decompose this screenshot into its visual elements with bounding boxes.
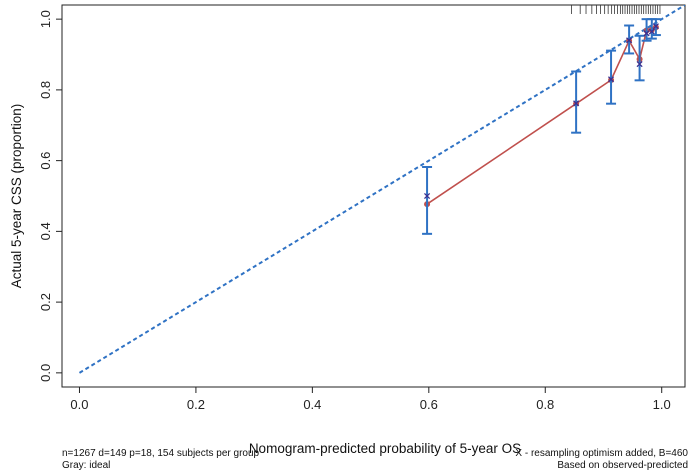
x-tick-label: 0.8 bbox=[536, 397, 554, 412]
note-observed-predicted: Based on observed-predicted bbox=[557, 460, 688, 471]
bias-corrected-marker bbox=[643, 30, 650, 37]
x-axis-title: Nomogram-predicted probability of 5-year… bbox=[249, 441, 521, 456]
note-sample-size: n=1267 d=149 p=18, 154 subjects per grou… bbox=[62, 448, 260, 459]
x-tick-label: 1.0 bbox=[653, 397, 671, 412]
note-resampling: X - resampling optimism added, B=460 bbox=[515, 448, 688, 459]
y-tick-label: 0.6 bbox=[38, 152, 53, 170]
ideal-line bbox=[78, 5, 685, 374]
bias-corrected-marker bbox=[636, 61, 643, 68]
y-tick-label: 0.2 bbox=[38, 293, 53, 311]
y-axis-title: Actual 5-year CSS (proportion) bbox=[9, 104, 24, 289]
bias-corrected-marker bbox=[626, 37, 633, 44]
plot-frame bbox=[61, 4, 686, 388]
y-tick-label: 1.0 bbox=[38, 10, 53, 28]
x-tick-label: 0.2 bbox=[187, 397, 205, 412]
x-tick-label: 0.6 bbox=[420, 397, 438, 412]
bias-corrected-marker bbox=[652, 23, 659, 30]
y-tick-label: 0.0 bbox=[38, 364, 53, 382]
y-tick-label: 0.4 bbox=[38, 222, 53, 240]
y-tick-label: 0.8 bbox=[38, 81, 53, 99]
bias-corrected-marker bbox=[607, 76, 615, 83]
bias-corrected-marker bbox=[424, 192, 431, 200]
bias-corrected-marker bbox=[573, 100, 580, 107]
x-tick-label: 0.4 bbox=[303, 397, 321, 412]
note-gray-ideal: Gray: ideal bbox=[62, 460, 110, 471]
apparent-line bbox=[426, 26, 657, 205]
bias-corrected-marker bbox=[648, 28, 655, 35]
x-tick-label: 0.0 bbox=[70, 397, 88, 412]
